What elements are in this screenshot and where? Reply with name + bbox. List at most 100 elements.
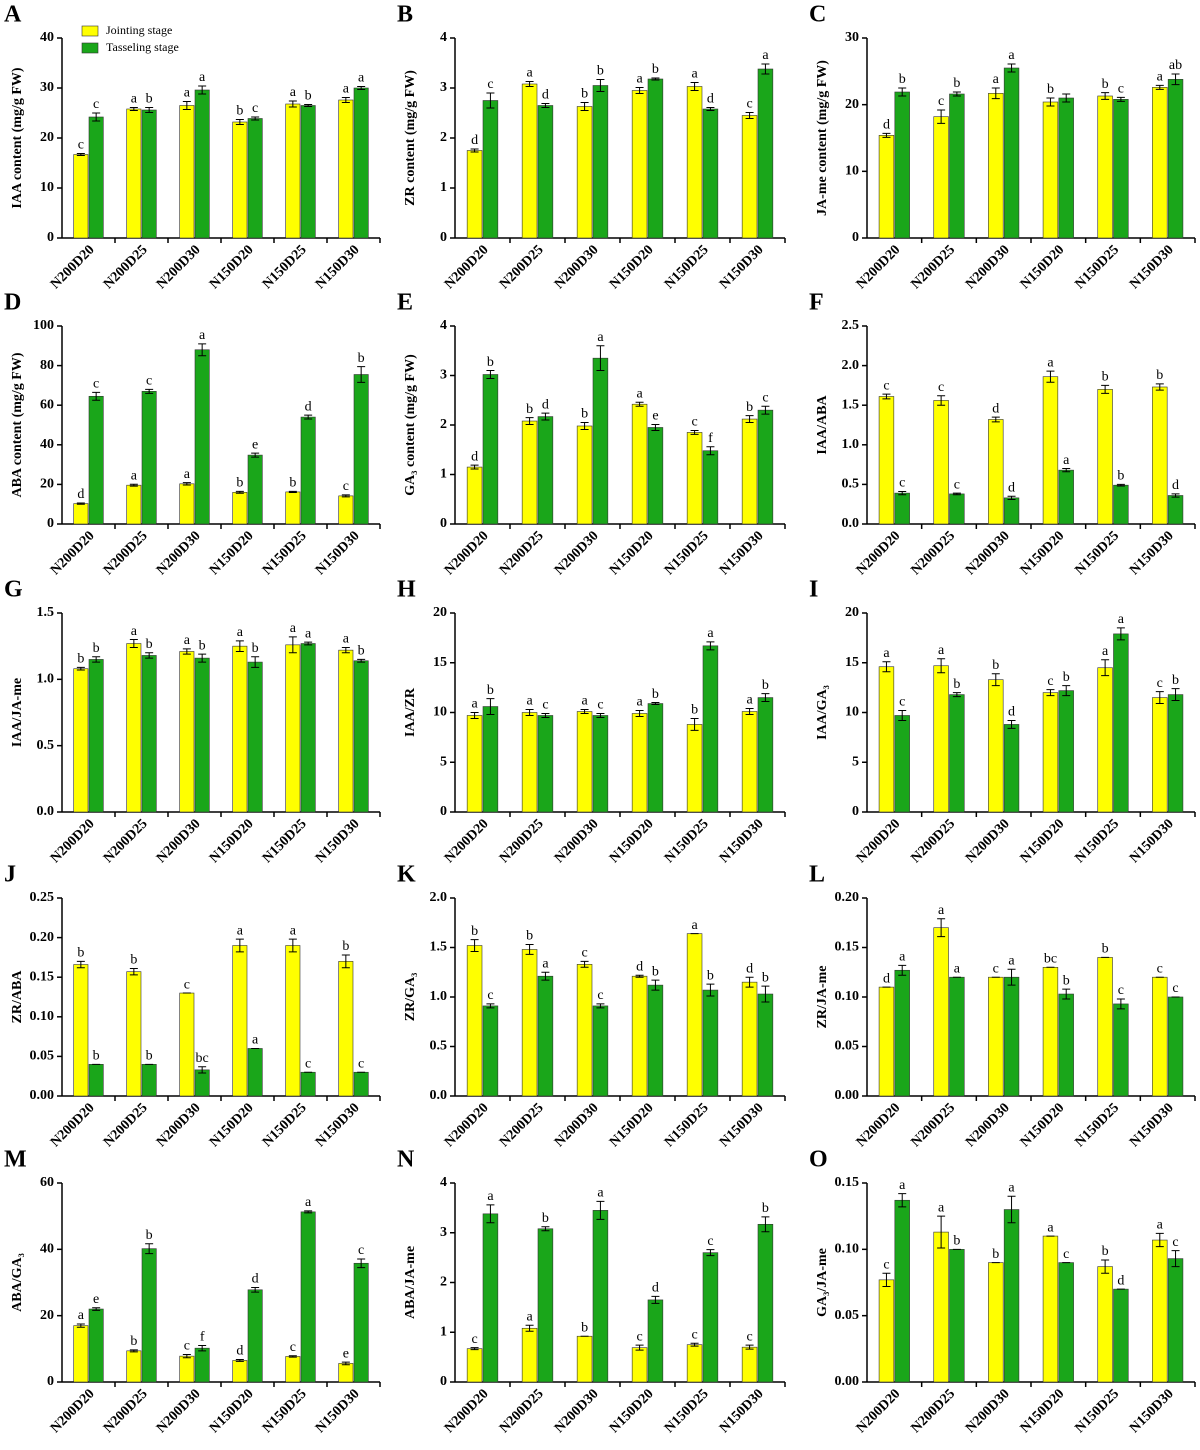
significance-letter: a	[199, 328, 206, 343]
x-tick-label: N150D25	[1072, 242, 1122, 292]
significance-letter: b	[899, 72, 906, 87]
y-tick-label: 60	[40, 1175, 54, 1190]
bar	[631, 1347, 648, 1383]
bar	[285, 945, 301, 1097]
error-bar	[76, 666, 85, 671]
bar	[576, 1335, 593, 1383]
bar	[179, 651, 195, 813]
error-bar	[470, 464, 479, 470]
error-bar	[952, 692, 961, 698]
error-bar	[1101, 92, 1110, 100]
y-tick-label: 15	[433, 655, 447, 670]
y-tick-label: 30	[845, 30, 859, 45]
x-tick-label: N150D30	[313, 242, 363, 292]
y-tick-label: 0.5	[430, 1039, 448, 1054]
significance-letter: a	[1063, 453, 1070, 468]
bar	[1097, 667, 1113, 813]
y-tick-label: 5	[852, 754, 859, 769]
significance-letter: c	[471, 1332, 477, 1347]
error-bar	[182, 1353, 191, 1359]
bar	[1042, 101, 1059, 239]
error-bar	[651, 702, 660, 706]
significance-letter: a	[636, 695, 643, 710]
bar	[757, 68, 774, 239]
bar	[194, 89, 210, 239]
bar	[894, 1199, 910, 1383]
bar	[88, 1308, 104, 1383]
error-bar	[580, 709, 589, 714]
significance-letter: b	[236, 104, 243, 119]
bar	[702, 989, 719, 1097]
significance-letter: a	[993, 72, 1000, 87]
error-bar	[952, 91, 961, 97]
bar	[1042, 1235, 1059, 1383]
bar	[949, 976, 965, 1097]
x-tick-label: N200D25	[497, 242, 547, 292]
x-tick-label: N150D20	[1018, 242, 1068, 292]
significance-letter: a	[938, 1200, 945, 1215]
bar	[592, 357, 609, 525]
bar	[894, 91, 910, 239]
bar	[592, 85, 609, 239]
significance-letter: c	[93, 97, 99, 112]
bar	[179, 992, 195, 1097]
panel-letter: O	[809, 1147, 828, 1173]
error-bar	[541, 712, 550, 718]
significance-letter: a	[184, 633, 191, 648]
x-tick-label: N150D25	[1072, 1386, 1122, 1436]
bar	[88, 659, 104, 813]
bar	[353, 1262, 369, 1383]
significance-letter: b	[953, 76, 960, 91]
bar	[285, 491, 301, 525]
error-bar	[1101, 1259, 1110, 1274]
bar	[194, 657, 210, 813]
significance-letter: b	[1063, 973, 1070, 988]
bar	[194, 349, 210, 525]
significance-letter: b	[1172, 673, 1179, 688]
bar	[537, 105, 554, 239]
error-bar	[596, 1003, 605, 1009]
significance-letter: a	[938, 643, 945, 658]
x-tick-label: N150D30	[717, 1386, 767, 1436]
significance-letter: c	[487, 77, 493, 92]
significance-letter: d	[1008, 480, 1015, 495]
bar	[247, 1289, 263, 1383]
significance-letter: a	[1047, 355, 1054, 370]
bar	[741, 115, 758, 239]
error-bar	[525, 81, 534, 87]
y-axis-label: ZR/JA-me	[815, 966, 830, 1029]
significance-letter: b	[762, 1201, 769, 1216]
x-tick-label: N150D25	[260, 1386, 310, 1436]
significance-letter: a	[305, 1195, 312, 1210]
significance-letter: a	[1102, 644, 1109, 659]
significance-letter: b	[146, 637, 153, 652]
bar	[631, 90, 648, 239]
error-bar	[1046, 97, 1055, 107]
significance-letter: b	[146, 1228, 153, 1243]
y-tick-label: 10	[845, 705, 859, 720]
x-tick-label: N150D30	[313, 1100, 363, 1150]
panel-letter: A	[4, 2, 22, 28]
bar	[537, 416, 554, 525]
error-bar	[341, 954, 350, 969]
error-bar	[525, 1324, 534, 1332]
x-tick-label: N200D25	[908, 1386, 958, 1436]
y-tick-label: 1	[440, 180, 447, 195]
bar	[592, 1005, 609, 1097]
significance-letter: a	[358, 71, 365, 86]
x-tick-label: N150D20	[1018, 816, 1068, 866]
significance-letter: d	[236, 1344, 243, 1359]
bar	[126, 484, 142, 525]
significance-letter: a	[954, 961, 961, 976]
bar	[949, 493, 965, 525]
bar	[194, 1069, 210, 1097]
bar	[1003, 1209, 1020, 1383]
significance-letter: c	[707, 1234, 713, 1249]
error-bar	[182, 101, 191, 110]
significance-letter: a	[290, 621, 297, 636]
error-bar	[635, 401, 644, 407]
x-tick-label: N150D25	[662, 1386, 712, 1436]
x-tick-label: N150D25	[260, 528, 310, 578]
x-tick-label: N200D20	[442, 1100, 492, 1150]
